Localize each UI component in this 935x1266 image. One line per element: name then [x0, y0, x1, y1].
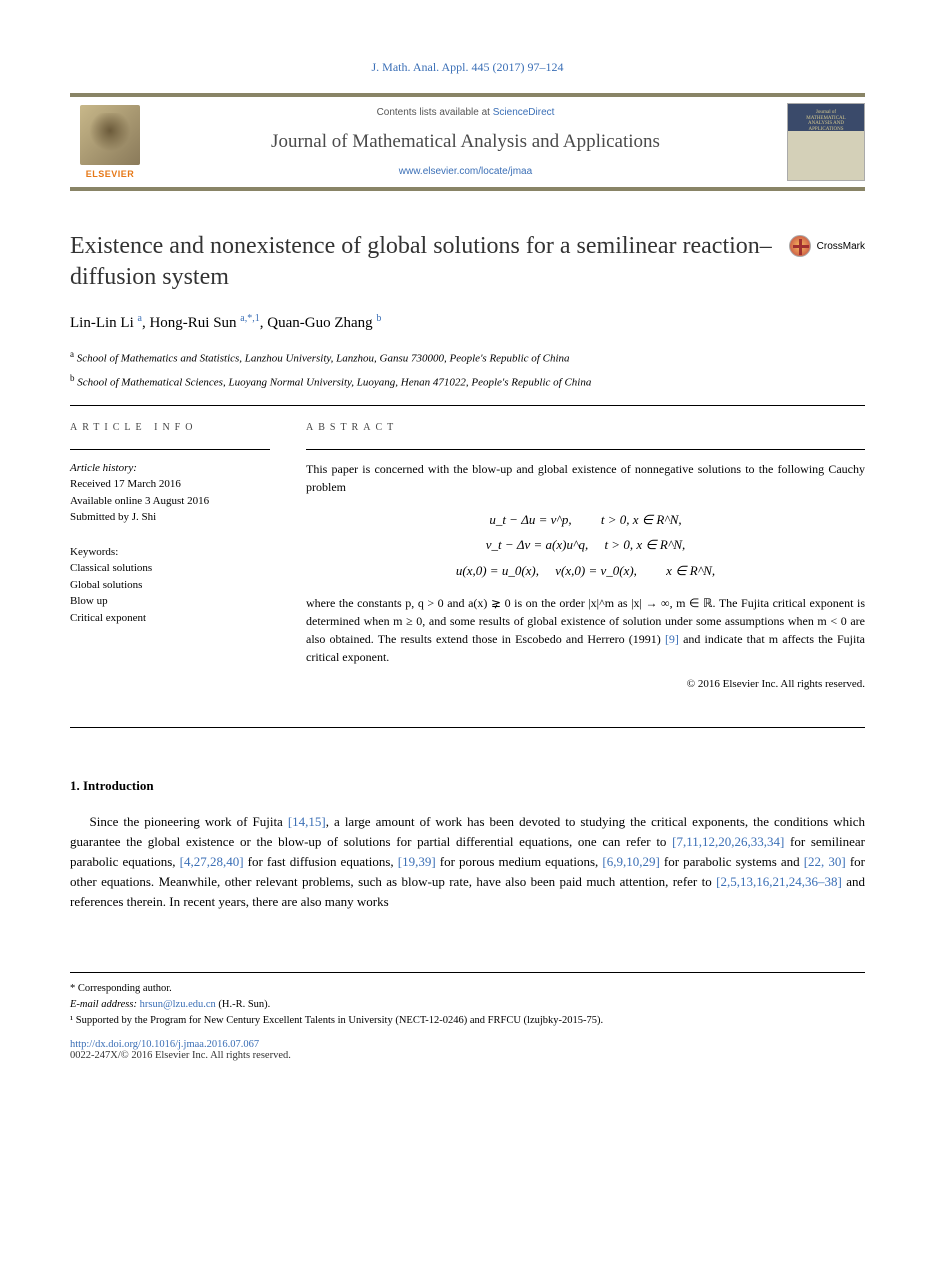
doi-link[interactable]: http://dx.doi.org/10.1016/j.jmaa.2016.07…	[70, 1039, 865, 1050]
section-heading: 1. Introduction	[70, 778, 865, 794]
bottom-copyright: 0022-247X/© 2016 Elsevier Inc. All right…	[70, 1050, 865, 1061]
footnotes: * Corresponding author. E-mail address: …	[70, 972, 865, 1028]
author[interactable]: Quan-Guo Zhang b	[267, 315, 381, 331]
journal-cover-thumbnail[interactable]: Journal of MATHEMATICAL ANALYSIS AND APP…	[787, 103, 865, 181]
keywords-label: Keywords:	[70, 544, 270, 561]
body-paragraph: Since the pioneering work of Fujita [14,…	[70, 812, 865, 913]
crossmark-label: CrossMark	[817, 241, 865, 252]
header-middle: Contents lists available at ScienceDirec…	[150, 97, 781, 187]
abstract-intro: This paper is concerned with the blow-up…	[306, 460, 865, 496]
abstract-column: abstract This paper is concerned with th…	[306, 420, 865, 711]
keyword: Blow up	[70, 593, 270, 610]
citation-line[interactable]: J. Math. Anal. Appl. 445 (2017) 97–124	[70, 60, 865, 75]
article-history: Article history: Received 17 March 2016 …	[70, 449, 270, 526]
footnote-email: E-mail address: hrsun@lzu.edu.cn (H.-R. …	[70, 997, 865, 1013]
keywords-block: Keywords: Classical solutions Global sol…	[70, 544, 270, 627]
footnote-funding: ¹ Supported by the Program for New Centu…	[70, 1013, 865, 1029]
crossmark-badge[interactable]: CrossMark	[789, 235, 865, 257]
ref-link[interactable]: [22, 30]	[804, 854, 846, 869]
affiliation: b School of Mathematical Sciences, Luoya…	[70, 372, 865, 391]
author[interactable]: Lin-Lin Li a	[70, 315, 142, 331]
journal-header: ELSEVIER Contents lists available at Sci…	[70, 93, 865, 191]
article-title: Existence and nonexistence of global sol…	[70, 231, 789, 293]
ref-link[interactable]: [9]	[665, 632, 679, 646]
ref-link[interactable]: [14,15]	[288, 814, 326, 829]
author[interactable]: Hong-Rui Sun a,*,1	[149, 315, 259, 331]
publisher-name: ELSEVIER	[86, 169, 135, 179]
history-item: Received 17 March 2016	[70, 476, 270, 493]
publisher-logo[interactable]: ELSEVIER	[70, 97, 150, 187]
ref-link[interactable]: [6,9,10,29]	[602, 854, 659, 869]
crossmark-icon	[789, 235, 811, 257]
equation: u_t − Δu = v^p, t > 0, x ∈ R^N,	[306, 510, 865, 530]
ref-link[interactable]: [19,39]	[398, 854, 436, 869]
keyword: Classical solutions	[70, 560, 270, 577]
ref-link[interactable]: [4,27,28,40]	[180, 854, 244, 869]
history-item: Available online 3 August 2016	[70, 493, 270, 510]
equation: u(x,0) = u_0(x), v(x,0) = v_0(x), x ∈ R^…	[306, 561, 865, 581]
equations-block: u_t − Δu = v^p, t > 0, x ∈ R^N, v_t − Δv…	[306, 510, 865, 581]
history-label: Article history:	[70, 460, 270, 477]
journal-url[interactable]: www.elsevier.com/locate/jmaa	[158, 166, 773, 177]
article-info-column: article info Article history: Received 1…	[70, 420, 270, 711]
divider-thick	[70, 727, 865, 728]
ref-link[interactable]: [7,11,12,20,26,33,34]	[672, 834, 784, 849]
contents-prefix: Contents lists available at	[377, 107, 493, 118]
equation: v_t − Δv = a(x)u^q, t > 0, x ∈ R^N,	[306, 535, 865, 555]
contents-available: Contents lists available at ScienceDirec…	[158, 107, 773, 118]
footnote-corresponding: * Corresponding author.	[70, 981, 865, 997]
elsevier-tree-icon	[80, 105, 140, 165]
abstract-copyright: © 2016 Elsevier Inc. All rights reserved…	[306, 676, 865, 693]
abstract-tail: where the constants p, q > 0 and a(x) ⪈ …	[306, 594, 865, 666]
cover-title: Journal of MATHEMATICAL ANALYSIS AND APP…	[796, 110, 857, 132]
keyword: Global solutions	[70, 577, 270, 594]
divider	[70, 405, 865, 406]
email-link[interactable]: hrsun@lzu.edu.cn	[140, 999, 216, 1010]
authors-line: Lin-Lin Li a, Hong-Rui Sun a,*,1, Quan-G…	[70, 313, 865, 332]
sciencedirect-link[interactable]: ScienceDirect	[493, 107, 555, 118]
keyword: Critical exponent	[70, 610, 270, 627]
abstract-label: abstract	[306, 420, 865, 435]
affiliation: a School of Mathematics and Statistics, …	[70, 348, 865, 367]
journal-name: Journal of Mathematical Analysis and App…	[158, 131, 773, 153]
ref-link[interactable]: [2,5,13,16,21,24,36–38]	[716, 874, 842, 889]
history-item: Submitted by J. Shi	[70, 509, 270, 526]
info-label: article info	[70, 420, 270, 435]
